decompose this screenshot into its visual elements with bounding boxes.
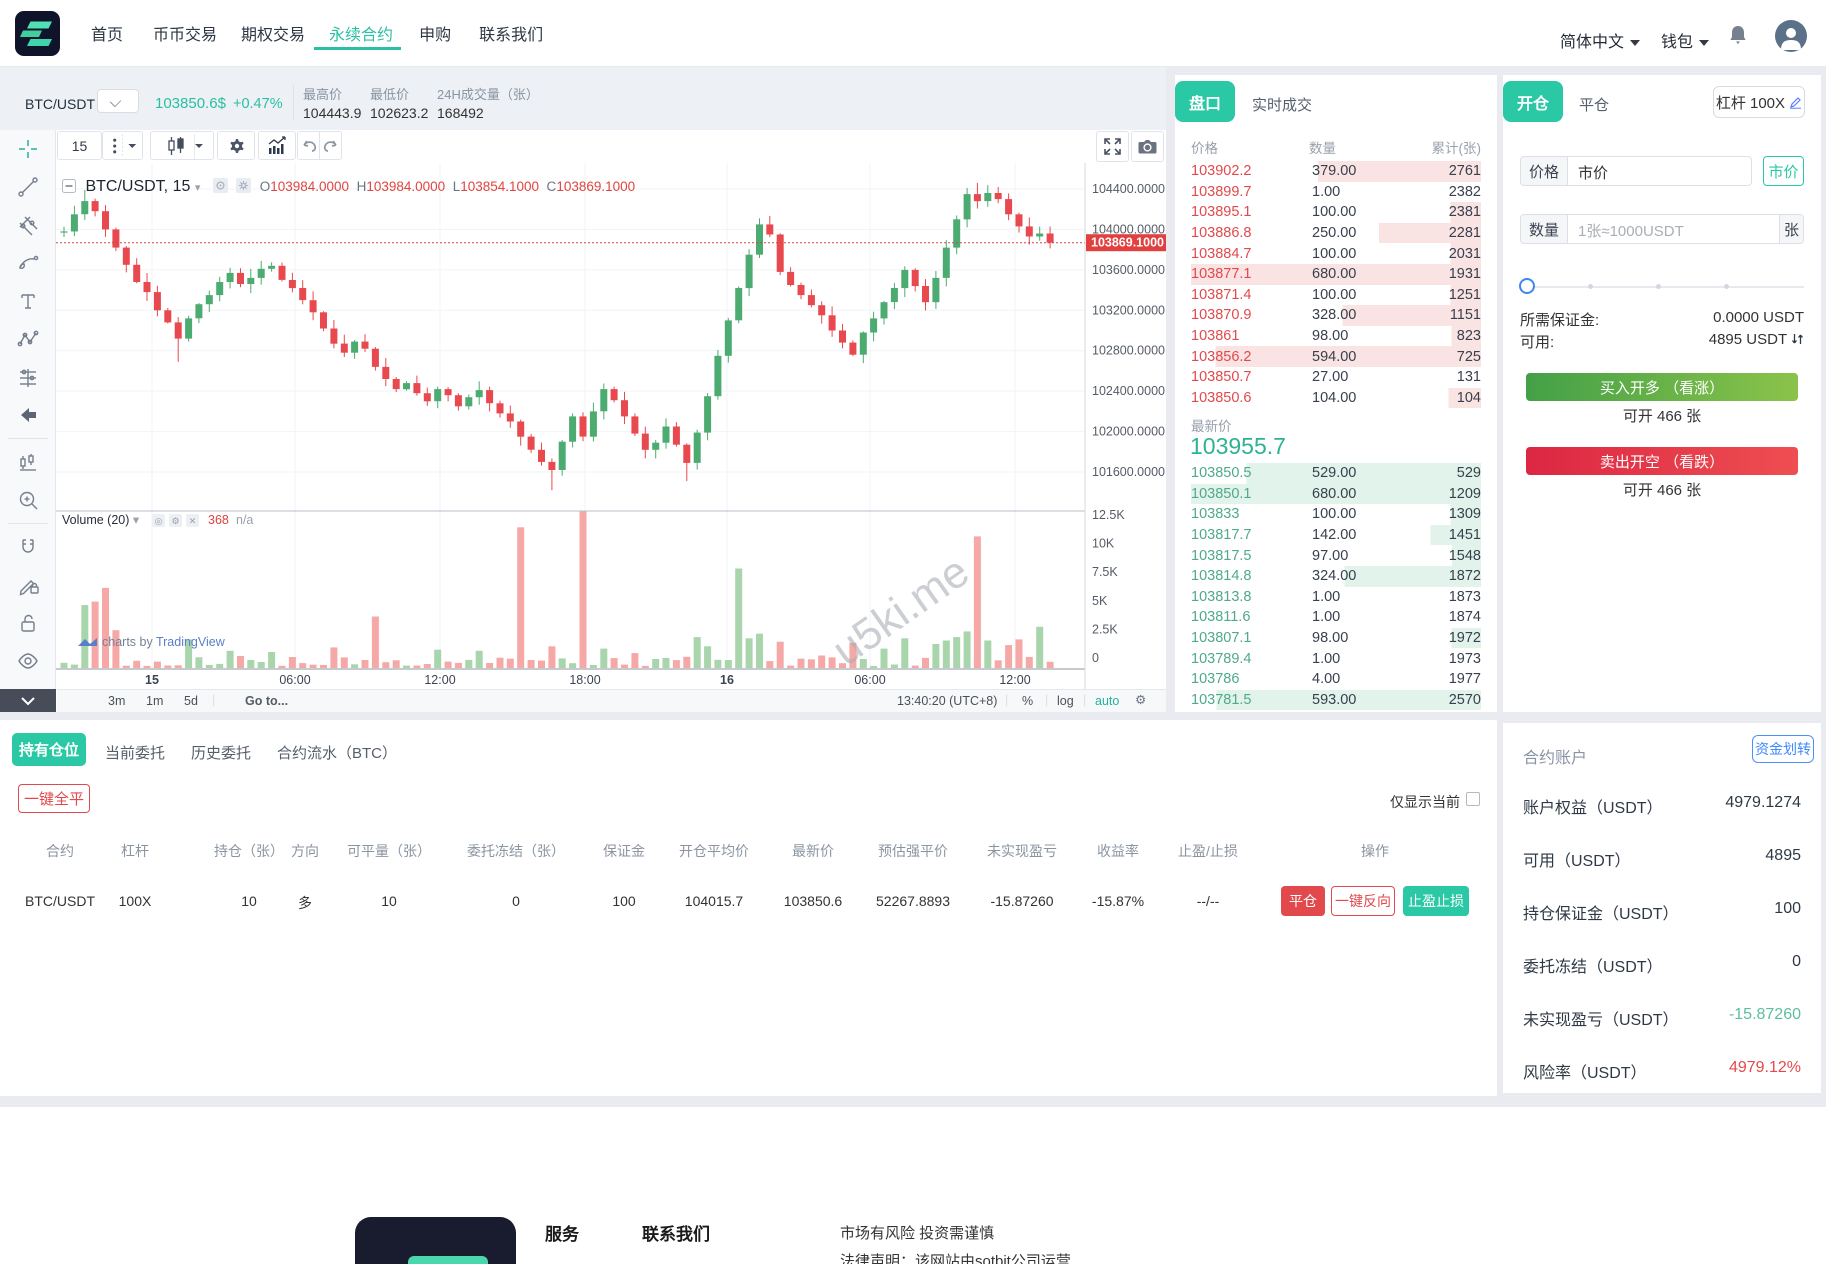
svg-text:5K: 5K xyxy=(1092,594,1108,608)
svg-text:15: 15 xyxy=(145,673,159,687)
svg-text:10K: 10K xyxy=(1092,537,1115,551)
svg-text:2.5K: 2.5K xyxy=(1092,622,1118,636)
svg-text:103600.0000: 103600.0000 xyxy=(1092,263,1165,277)
svg-text:✕: ✕ xyxy=(189,516,197,526)
svg-text:Volume (20) ▾: Volume (20) ▾ xyxy=(62,513,140,527)
svg-text:12.5K: 12.5K xyxy=(1092,508,1125,522)
svg-text:n/a: n/a xyxy=(236,513,253,527)
svg-text:18:00: 18:00 xyxy=(569,673,600,687)
svg-text:◎: ◎ xyxy=(155,516,163,526)
svg-text:06:00: 06:00 xyxy=(854,673,885,687)
svg-text:7.5K: 7.5K xyxy=(1092,565,1118,579)
svg-text:12:00: 12:00 xyxy=(424,673,455,687)
svg-text:104400.0000: 104400.0000 xyxy=(1092,182,1165,196)
svg-text:102400.0000: 102400.0000 xyxy=(1092,384,1165,398)
svg-text:101600.0000: 101600.0000 xyxy=(1092,465,1165,479)
svg-text:103869.1000: 103869.1000 xyxy=(1091,236,1164,250)
svg-text:0: 0 xyxy=(1092,651,1099,665)
svg-text:102000.0000: 102000.0000 xyxy=(1092,425,1165,439)
svg-text:06:00: 06:00 xyxy=(279,673,310,687)
svg-text:⚙: ⚙ xyxy=(171,516,179,526)
svg-text:12:00: 12:00 xyxy=(999,673,1030,687)
svg-text:104000.0000: 104000.0000 xyxy=(1092,222,1165,236)
svg-text:368: 368 xyxy=(208,513,229,527)
svg-text:103200.0000: 103200.0000 xyxy=(1092,303,1165,317)
svg-text:charts by TradingView: charts by TradingView xyxy=(102,635,226,649)
svg-text:102800.0000: 102800.0000 xyxy=(1092,344,1165,358)
svg-text:16: 16 xyxy=(720,673,734,687)
